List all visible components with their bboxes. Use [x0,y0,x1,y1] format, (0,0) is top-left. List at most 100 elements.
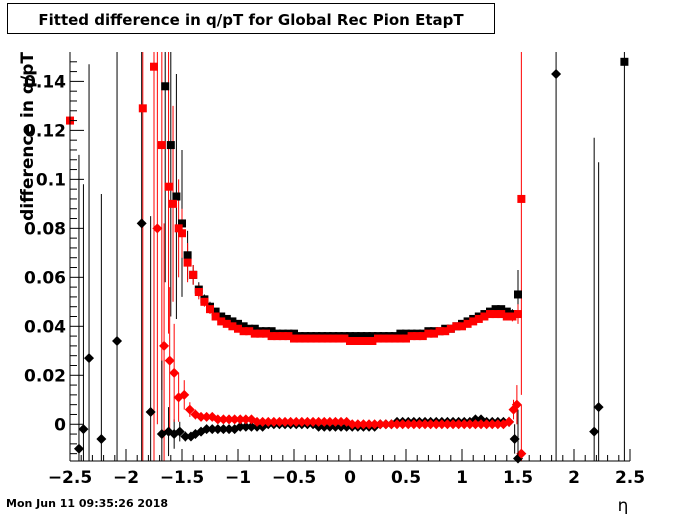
data-point-diamond [78,424,89,435]
data-point-diamond [308,416,319,427]
data-point-diamond [392,419,403,430]
data-point-square [138,104,147,113]
data-point-diamond [481,419,492,430]
data-point-diamond [420,419,431,430]
data-point-diamond [431,419,442,430]
data-point-diamond [324,416,335,427]
data-point-diamond [330,416,341,427]
data-point-diamond [364,419,375,430]
data-point-diamond [84,353,95,364]
data-point-diamond [511,399,522,410]
data-point-square [368,332,377,341]
data-point-diamond [403,419,414,430]
data-point-diamond [593,402,604,413]
data-point-square [435,327,444,336]
data-point-square [169,199,178,208]
data-point-square [217,317,226,326]
data-point-diamond [240,421,251,432]
data-point-diamond [136,218,147,229]
error-bars-layer [69,52,625,461]
data-point-diamond [174,426,185,437]
data-point-diamond [296,416,307,427]
data-point-diamond [336,416,347,427]
data-point-diamond [274,416,285,427]
data-point-square [161,82,170,91]
y-tick-label: 0.1 [36,170,66,190]
data-point-diamond [487,419,498,430]
data-point-square [346,336,354,345]
data-point-diamond [196,411,207,422]
data-point-square [318,334,326,343]
data-point-square [340,334,349,343]
data-point-square [390,334,399,343]
data-point-diamond [313,416,324,427]
data-point-diamond [179,389,190,400]
data-point-diamond [73,443,84,454]
x-tick-label: −1 [225,468,251,488]
data-point-diamond [397,419,408,430]
data-point-square [514,290,522,299]
data-point-square [267,332,276,341]
data-point-square [206,305,214,314]
data-point-square [362,336,371,345]
data-point-diamond [369,419,380,430]
data-point-square [514,310,522,319]
x-tick-label: 2.5 [615,468,645,488]
y-axis-label: difference in q/pT [18,52,38,221]
data-point-diamond [352,419,363,430]
data-point-square [346,332,354,341]
data-point-square [502,312,511,321]
data-point-square [234,319,242,328]
data-point-square [222,314,231,323]
data-point-square [150,62,158,71]
data-point-square [379,334,388,343]
data-point-square [273,332,282,341]
data-point-square [234,324,242,333]
data-point-diamond [280,416,291,427]
data-point-square [517,194,526,203]
data-point-square [323,334,332,343]
y-tick-label: 0.04 [24,317,66,337]
data-point-diamond [414,419,425,430]
data-point-diamond [464,419,475,430]
data-point-square [194,288,203,297]
data-point-diamond [159,340,170,351]
data-point-square [480,312,489,321]
data-point-diamond [96,433,107,444]
data-point-diamond [408,419,419,430]
data-point-square [474,314,483,323]
data-point-square [491,310,500,319]
data-point-diamond [235,421,246,432]
data-point-square [301,334,310,343]
data-point-diamond [509,433,520,444]
data-point-diamond [257,416,268,427]
x-tick-label: −1.5 [160,468,204,488]
data-point-square [222,319,231,328]
data-point-square [362,332,371,341]
data-point-square [491,305,500,314]
data-point-diamond [319,416,330,427]
data-point-square [357,336,366,345]
data-point-diamond [145,407,156,418]
data-point-square [290,334,298,343]
data-point-square [441,327,450,336]
data-point-diamond [302,416,313,427]
data-point-square [396,329,405,338]
x-tick-label: −2 [113,468,139,488]
data-point-square [172,192,181,201]
data-point-square [407,332,416,341]
data-point-diamond [358,419,369,430]
data-point-diamond [516,448,527,459]
data-point-diamond [212,424,223,435]
data-point-square [228,317,237,326]
data-point-diamond [470,419,481,430]
data-point-diamond [589,426,600,437]
data-point-square [402,329,410,338]
data-point-diamond [201,424,212,435]
x-tick-label: 0.5 [391,468,421,488]
data-point-diamond [212,414,223,425]
data-point-square [166,141,175,150]
data-point-diamond [169,367,180,378]
data-point-diamond [224,424,235,435]
